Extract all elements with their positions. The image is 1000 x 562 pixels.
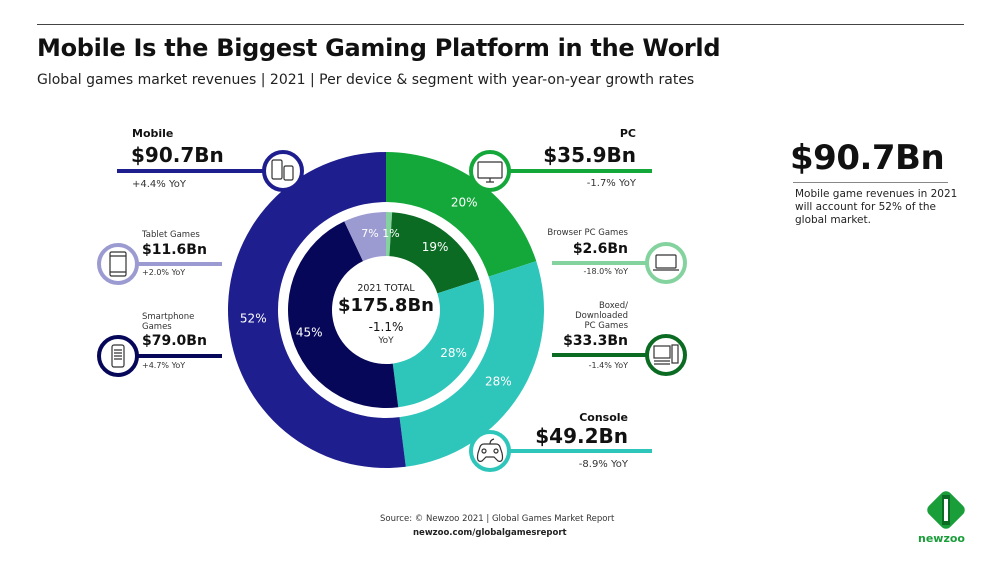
inner-ring bbox=[287, 212, 484, 408]
mobile-yoy: +4.4% YoY bbox=[132, 179, 186, 190]
boxed-icon-circle bbox=[645, 334, 687, 376]
browser-icon-circle bbox=[645, 242, 687, 284]
outer-percent-label: 28% bbox=[485, 374, 512, 388]
pc-icon-circle bbox=[469, 150, 511, 192]
browser-revenue: $2.6Bn bbox=[572, 241, 628, 257]
outer-slice-console bbox=[399, 261, 544, 467]
mobile-revenue: $90.7Bn bbox=[131, 143, 224, 167]
tablet-device-icon bbox=[109, 251, 127, 277]
smartphone-label-1: Smartphone bbox=[142, 312, 195, 322]
boxed-label-3: PC Games bbox=[584, 321, 629, 331]
tablet-icon-circle bbox=[97, 243, 139, 285]
inner-percent-label: 7% bbox=[361, 227, 378, 240]
page-title: Mobile Is the Biggest Gaming Platform in… bbox=[37, 34, 721, 62]
console-label: Console bbox=[579, 411, 628, 424]
newzoo-logo-text: newzoo bbox=[918, 532, 965, 545]
boxed-device-icon bbox=[653, 344, 679, 365]
outer-slice-mobile bbox=[228, 152, 406, 468]
mobile-icon-circle bbox=[262, 150, 304, 192]
pc-device-icon bbox=[477, 161, 503, 183]
boxed-revenue: $33.3Bn bbox=[563, 333, 628, 349]
callout-icons bbox=[97, 150, 687, 472]
inner-percent-label: 19% bbox=[422, 240, 449, 254]
smartphone-yoy: +4.7% YoY bbox=[142, 361, 186, 370]
inner-slice-smartphone-games bbox=[287, 221, 399, 408]
pc-yoy: -1.7% YoY bbox=[586, 178, 636, 189]
percent-labels: 20% 28% 52% 1% 19% 28% 45% 7% bbox=[240, 195, 512, 388]
outer-ring bbox=[228, 152, 544, 468]
source-url[interactable]: newzoo.com/globalgamesreport bbox=[413, 528, 567, 538]
page-subtitle: Global games market revenues | 2021 | Pe… bbox=[37, 72, 695, 88]
browser-yoy: -18.0% YoY bbox=[583, 267, 628, 276]
mobile-label: Mobile bbox=[132, 127, 174, 140]
highlight-note: Mobile game revenues in 2021 will accoun… bbox=[795, 188, 958, 226]
browser-device-icon bbox=[653, 254, 679, 271]
center-growth-unit: YoY bbox=[378, 336, 394, 346]
tablet-yoy: +2.0% YoY bbox=[142, 268, 186, 277]
inner-percent-label: 1% bbox=[382, 227, 399, 240]
console-device-icon bbox=[476, 438, 504, 462]
inner-slice-console bbox=[392, 279, 484, 408]
source-text: Source: © Newzoo 2021 | Global Games Mar… bbox=[380, 514, 615, 524]
console-icon-circle bbox=[469, 430, 511, 472]
outer-percent-label: 52% bbox=[240, 311, 267, 325]
center-hole bbox=[332, 256, 440, 364]
pc-revenue: $35.9Bn bbox=[543, 143, 636, 167]
highlight-rule bbox=[793, 182, 948, 183]
center-label: 2021 TOTAL bbox=[357, 283, 415, 294]
console-yoy: -8.9% YoY bbox=[578, 459, 628, 470]
inner-percent-label: 28% bbox=[440, 346, 467, 360]
boxed-label-1: Boxed/ bbox=[598, 301, 628, 311]
pc-label: PC bbox=[619, 127, 636, 140]
callout-lines bbox=[117, 169, 652, 453]
center-growth: -1.1% bbox=[368, 320, 404, 334]
mobile-device-icon bbox=[271, 159, 294, 181]
console-revenue: $49.2Bn bbox=[535, 424, 628, 448]
smartphone-device-icon bbox=[111, 344, 125, 368]
outer-slice-pc bbox=[386, 152, 537, 277]
center-total: $175.8Bn bbox=[338, 295, 434, 316]
inner-percent-label: 45% bbox=[296, 325, 323, 339]
tablet-revenue: $11.6Bn bbox=[142, 242, 207, 258]
inner-slice-tablet-games bbox=[344, 212, 386, 262]
top-rule bbox=[37, 24, 964, 25]
browser-label: Browser PC Games bbox=[547, 228, 628, 238]
outer-percent-label: 20% bbox=[451, 195, 478, 209]
inner-slice-boxed-downloaded-pc-games bbox=[389, 212, 480, 294]
boxed-label-2: Downloaded bbox=[575, 311, 628, 321]
smartphone-revenue: $79.0Bn bbox=[142, 333, 207, 349]
inner-slice-browser-pc-games bbox=[386, 212, 393, 257]
highlight-value: $90.7Bn bbox=[790, 138, 945, 178]
tablet-label: Tablet Games bbox=[142, 230, 200, 240]
smartphone-label-2: Games bbox=[142, 322, 172, 332]
boxed-yoy: -1.4% YoY bbox=[588, 361, 628, 370]
